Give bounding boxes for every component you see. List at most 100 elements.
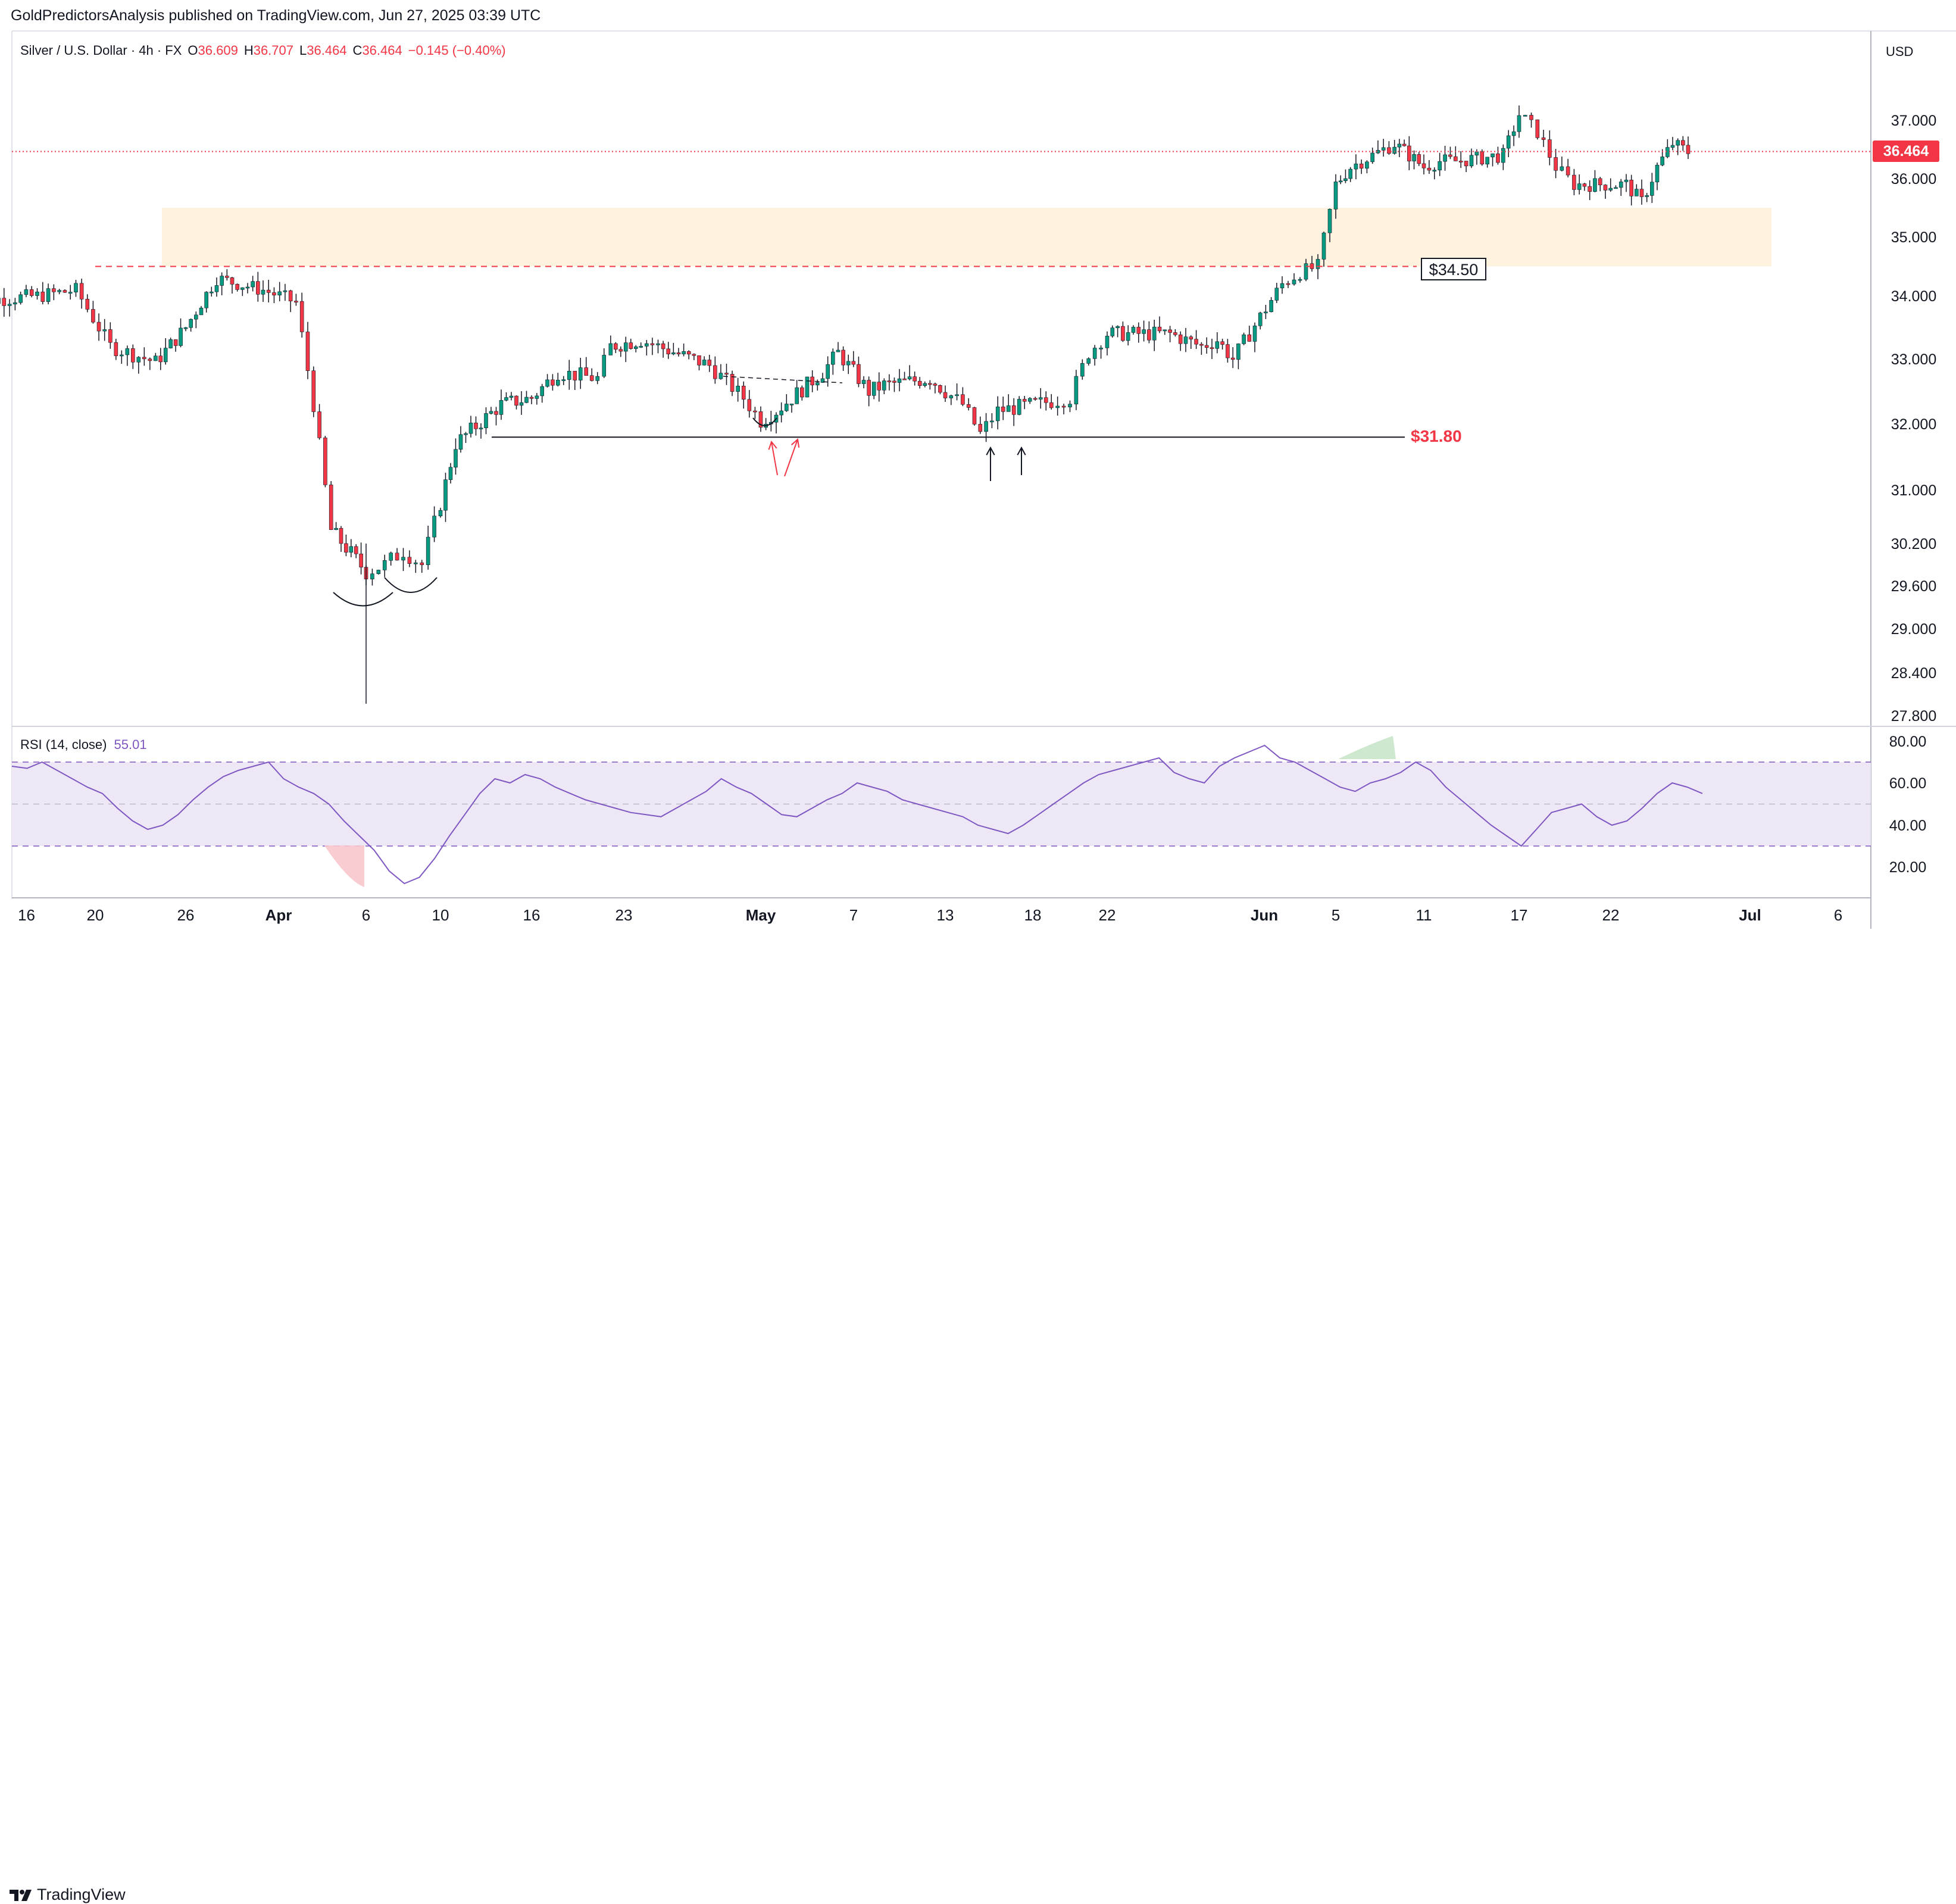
candle-body xyxy=(102,329,107,332)
candle-body xyxy=(978,424,983,432)
candle-body xyxy=(861,380,866,384)
candle xyxy=(194,311,198,329)
candle-body xyxy=(414,562,418,564)
candle xyxy=(349,539,354,558)
candle-body xyxy=(584,367,589,376)
candle xyxy=(567,360,571,390)
candle-body xyxy=(443,479,448,511)
candle-body xyxy=(820,378,825,383)
candle xyxy=(928,380,932,390)
candle xyxy=(1183,327,1188,352)
candle-body xyxy=(24,289,29,295)
candle-body xyxy=(1274,288,1279,301)
candle-body xyxy=(529,397,534,399)
candle-body xyxy=(220,276,224,286)
candle-body xyxy=(1387,147,1391,154)
candles-layer xyxy=(0,105,1691,704)
candle xyxy=(882,378,886,395)
candle-body xyxy=(1142,329,1146,334)
candle-body xyxy=(1343,178,1348,181)
candle-body xyxy=(892,380,896,383)
candle xyxy=(272,287,276,304)
candle xyxy=(624,336,628,363)
time-axis-tick: 22 xyxy=(1099,906,1116,924)
candle xyxy=(1105,331,1110,355)
time-axis-tick: 6 xyxy=(362,906,370,924)
candle-body xyxy=(1511,131,1516,136)
candle xyxy=(305,322,310,379)
candle xyxy=(671,342,676,355)
candle xyxy=(1535,119,1540,140)
candle xyxy=(311,366,316,417)
legend-symbol: Silver / U.S. Dollar · 4h · FX xyxy=(20,43,182,58)
candle xyxy=(344,534,348,557)
candle-body xyxy=(1577,183,1582,190)
candle-body xyxy=(955,394,959,397)
price-legend: Silver / U.S. Dollar · 4h · FX O36.609 H36… xyxy=(20,43,506,58)
candle-body xyxy=(540,386,545,397)
candle xyxy=(18,291,23,305)
rsi-axis-tick: 40.00 xyxy=(1889,817,1927,834)
candle xyxy=(1001,397,1005,420)
candle-body xyxy=(1105,336,1110,348)
candle xyxy=(1376,140,1380,154)
candle xyxy=(1333,174,1338,219)
candle xyxy=(608,335,613,355)
candle-body xyxy=(578,367,583,380)
candle xyxy=(1152,320,1157,351)
chart-canvas[interactable]: Silver / U.S. Dollar · 4h · FX O36.609 H36… xyxy=(0,0,1956,941)
candle-body xyxy=(277,291,282,296)
candle xyxy=(785,394,789,412)
candle xyxy=(74,280,78,297)
candle-body xyxy=(504,397,508,401)
time-axis-tick: 7 xyxy=(849,906,858,924)
candle xyxy=(633,345,638,352)
candle xyxy=(1427,160,1432,174)
candle xyxy=(645,340,649,356)
candle xyxy=(1511,125,1516,146)
candle xyxy=(555,373,560,387)
candle-body xyxy=(354,546,358,554)
candle xyxy=(317,404,321,440)
candle-body xyxy=(1080,363,1085,377)
candle-body xyxy=(214,285,219,292)
price-axis-tick: 33.000 xyxy=(1891,351,1936,368)
tradingview-logo[interactable]: TradingView xyxy=(10,1886,126,1904)
candle-body xyxy=(40,291,45,302)
candle xyxy=(108,322,113,349)
candle xyxy=(163,338,168,365)
candle-body xyxy=(661,343,665,349)
candle xyxy=(504,392,508,402)
candle-body xyxy=(1006,405,1011,412)
support-resistance-zone[interactable] xyxy=(162,208,1771,267)
candle xyxy=(251,276,255,292)
candle-body xyxy=(183,327,188,329)
candle xyxy=(334,522,338,530)
candle xyxy=(561,376,566,385)
candle-body xyxy=(136,357,141,363)
candle xyxy=(955,383,959,401)
candle xyxy=(225,269,229,281)
candle-body xyxy=(1236,344,1241,360)
rsi-axis-tick: 60.00 xyxy=(1889,775,1927,792)
candle xyxy=(235,283,239,292)
candle-body xyxy=(311,370,316,412)
candle xyxy=(102,319,107,341)
candle-body xyxy=(1027,398,1032,402)
candle xyxy=(7,299,12,317)
candle xyxy=(354,544,358,558)
candle xyxy=(266,279,271,302)
candle-body xyxy=(747,399,752,411)
price-axis-tick: 35.000 xyxy=(1891,229,1936,246)
candle-body xyxy=(1292,279,1296,285)
candle-body xyxy=(240,287,245,290)
rsi-legend-label: RSI (14, close) xyxy=(20,737,107,752)
candle-body xyxy=(1022,399,1027,402)
candle-body xyxy=(1055,405,1060,408)
candle-body xyxy=(1298,279,1302,281)
candle xyxy=(1501,144,1505,170)
candle-body xyxy=(938,385,942,393)
candle-body xyxy=(1474,151,1479,156)
candle-body xyxy=(344,543,348,553)
candle-body xyxy=(1496,153,1500,163)
